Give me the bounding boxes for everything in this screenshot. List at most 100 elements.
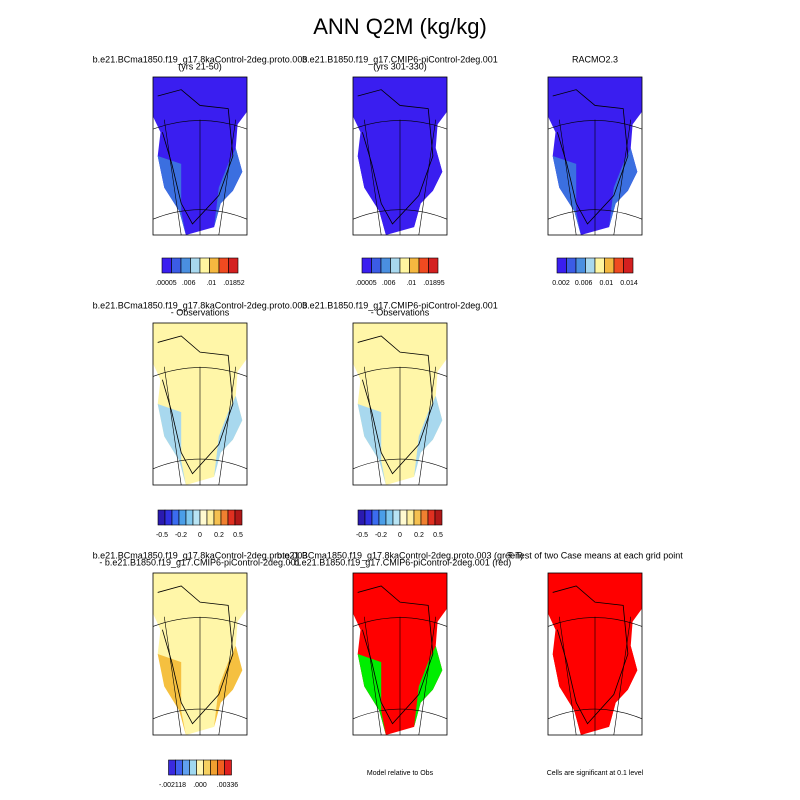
colorbar-box	[361, 257, 372, 274]
coastline	[357, 585, 434, 725]
colorbar-label: .01	[406, 280, 416, 287]
colorbar-box	[206, 509, 215, 526]
map-fill-secondary	[414, 645, 443, 727]
colorbar-label: 0.5	[433, 532, 443, 539]
colorbar-label: .000	[193, 782, 207, 789]
panel-footer: Cells are significant at 0.1 level	[547, 770, 644, 777]
colorbar-box	[566, 257, 577, 274]
map-fill-secondary	[357, 156, 386, 235]
colorbar-label: .01852	[223, 280, 245, 287]
colorbar-box	[575, 257, 586, 274]
colorbar-box	[357, 509, 366, 526]
meridian	[558, 616, 577, 736]
panel-subtitle: - Observations	[171, 307, 230, 317]
map-fill-secondary	[157, 404, 186, 485]
colorbar-box	[196, 759, 204, 776]
colorbar-box	[371, 509, 380, 526]
figure-title: ANN Q2M (kg/kg)	[313, 14, 487, 39]
map-fill-secondary	[552, 654, 581, 735]
coastline	[552, 585, 629, 725]
coastline	[157, 335, 234, 475]
colorbar-label: .00005	[355, 280, 377, 287]
colorbar-label: .006	[182, 280, 196, 287]
map-frame	[547, 76, 643, 236]
colorbar-label: 0.01	[600, 280, 614, 287]
coastline	[157, 585, 234, 725]
map-frame	[352, 322, 448, 486]
colorbar-box	[199, 509, 208, 526]
map-fill-secondary	[357, 654, 386, 735]
colorbar-box	[217, 759, 225, 776]
colorbar-box	[220, 509, 229, 526]
map-fill-secondary	[157, 654, 186, 735]
map-fill-secondary	[609, 645, 638, 727]
panel-subtitle: - b.e21.B1850.f19_g17.CMIP6-piControl-2d…	[289, 557, 512, 567]
panel-title: RACMO2.3	[572, 54, 618, 64]
colorbar-label: .01	[206, 280, 216, 287]
colorbar-box	[613, 257, 624, 274]
map-frame	[152, 76, 248, 236]
colorbar-box	[203, 759, 211, 776]
map-fill-secondary	[214, 395, 243, 477]
colorbar-box	[180, 257, 191, 274]
map-fill-secondary	[414, 395, 443, 477]
colorbar-box	[406, 509, 415, 526]
colorbar-box	[218, 257, 229, 274]
panel-subtitle: - Observations	[371, 307, 430, 317]
panel-title: b.e21.BCma1850.f19_g17.8kaControl-2deg.p…	[93, 300, 308, 310]
meridian	[163, 366, 182, 486]
meridian	[418, 616, 437, 736]
colorbar-box	[392, 509, 401, 526]
panel-title: b.e21.B1850.f19_g17.CMIP6-piControl-2deg…	[302, 300, 498, 310]
coastline	[552, 89, 629, 225]
colorbar-label: 0.2	[214, 532, 224, 539]
coastline	[357, 335, 434, 475]
colorbar-label: 0.002	[552, 280, 570, 287]
meridian	[418, 366, 437, 486]
colorbar-box	[604, 257, 615, 274]
colorbar-box	[171, 509, 180, 526]
colorbar-label: -0.5	[356, 532, 368, 539]
panel-subtitle: (yrs 21-50)	[178, 61, 222, 71]
colorbar-box	[199, 257, 210, 274]
map	[152, 322, 248, 486]
map-fill-secondary	[214, 148, 243, 228]
map-frame	[152, 572, 248, 736]
colorbar-box	[192, 509, 201, 526]
meridian	[418, 119, 437, 236]
map-fill-secondary	[157, 156, 186, 235]
colorbar-box	[409, 257, 420, 274]
panel-title: T-Test of two Case means at each grid po…	[507, 550, 683, 560]
map-fill-secondary	[414, 148, 443, 228]
colorbar-box	[428, 257, 439, 274]
colorbar-box	[157, 509, 166, 526]
map-frame	[352, 76, 448, 236]
map-fill-secondary	[609, 148, 638, 228]
colorbar-label: 0	[198, 532, 202, 539]
colorbar-label: .00336	[217, 782, 239, 789]
map	[352, 76, 448, 236]
colorbar-box	[227, 509, 236, 526]
colorbar-box	[171, 257, 182, 274]
colorbar-box	[210, 759, 218, 776]
colorbar-box	[434, 509, 443, 526]
map	[152, 572, 248, 736]
meridian	[218, 366, 237, 486]
colorbar-box	[380, 257, 391, 274]
colorbar-box	[161, 257, 172, 274]
meridian	[363, 616, 382, 736]
meridian	[613, 119, 632, 236]
colorbar-label: 0.006	[575, 280, 593, 287]
colorbar-label: .01895	[423, 280, 445, 287]
colorbar-label: 0.014	[620, 280, 638, 287]
colorbar-box	[182, 759, 190, 776]
panel-footer: Model relative to Obs	[367, 770, 434, 777]
colorbar-box	[585, 257, 596, 274]
colorbar-label: .00005	[155, 280, 177, 287]
panel-title: b.e21.BCma1850.f19_g17.8kaControl-2deg.p…	[93, 54, 308, 64]
colorbar-box	[234, 509, 243, 526]
map-fill-secondary	[357, 404, 386, 485]
panel-subtitle: (yrs 301-330)	[373, 61, 427, 71]
coastline	[157, 89, 234, 225]
